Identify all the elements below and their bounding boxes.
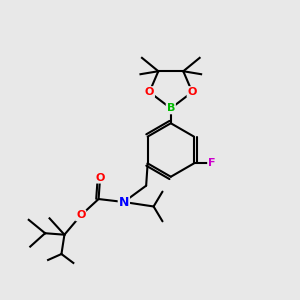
Text: O: O — [95, 172, 105, 183]
Text: N: N — [119, 196, 129, 208]
Text: O: O — [188, 87, 197, 97]
Text: B: B — [167, 103, 175, 113]
Text: F: F — [208, 158, 216, 168]
Text: O: O — [76, 210, 86, 220]
Text: O: O — [145, 87, 154, 97]
